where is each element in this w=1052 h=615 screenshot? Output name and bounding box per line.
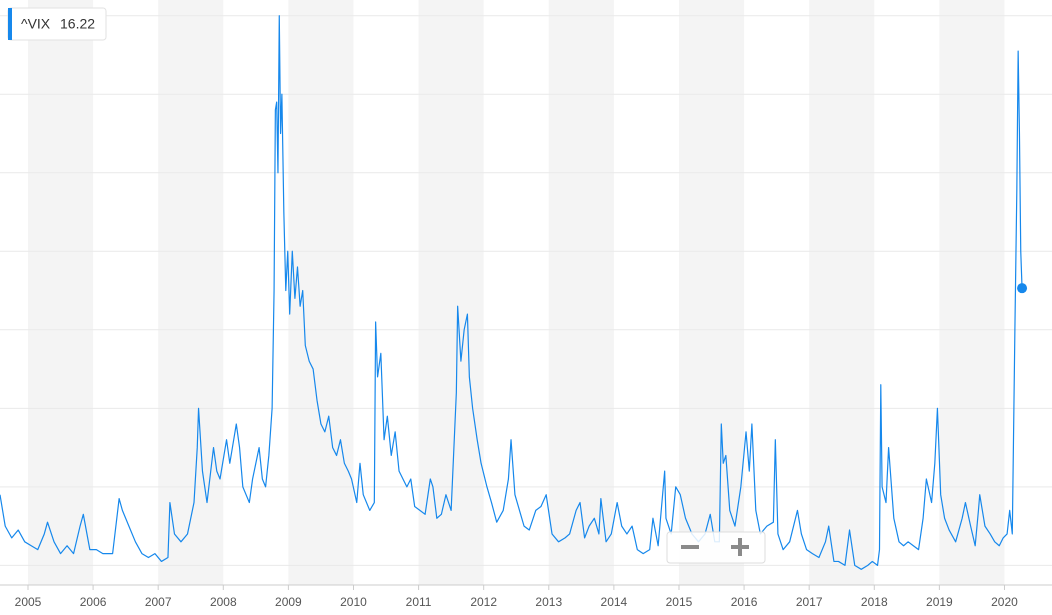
x-tick-label: 2014 <box>601 595 628 609</box>
year-band <box>158 0 224 585</box>
x-tick-label: 2015 <box>666 595 693 609</box>
plus-icon-v <box>738 538 742 556</box>
legend-name: ^VIX <box>21 16 51 32</box>
year-band <box>548 0 614 585</box>
year-bands <box>27 0 1005 585</box>
x-tick-label: 2010 <box>340 595 367 609</box>
x-tick-label: 2007 <box>145 595 172 609</box>
x-tick-label: 2011 <box>406 595 432 609</box>
zoom-in-button[interactable] <box>716 533 764 562</box>
x-tick-label: 2005 <box>15 595 42 609</box>
series-line <box>0 15 1023 570</box>
x-tick-label: 2018 <box>861 595 888 609</box>
x-tick-label: 2013 <box>535 595 562 609</box>
x-tick-label: 2012 <box>470 595 497 609</box>
legend: ^VIX 16.22 <box>7 7 107 41</box>
x-tick-label: 2009 <box>275 595 302 609</box>
year-band <box>939 0 1005 585</box>
year-band <box>27 0 94 585</box>
zoom-control <box>666 531 766 564</box>
plot <box>0 15 1028 570</box>
legend-value: 16.22 <box>60 16 95 32</box>
year-band <box>288 0 354 585</box>
x-tick-label: 2016 <box>731 595 758 609</box>
x-tick-label: 2006 <box>80 595 107 609</box>
minus-icon <box>681 545 699 549</box>
year-band <box>678 0 745 585</box>
year-band <box>809 0 875 585</box>
x-tick-label: 2008 <box>210 595 237 609</box>
last-point <box>1017 283 1028 294</box>
grid <box>0 15 1052 566</box>
x-tick-label: 2017 <box>796 595 823 609</box>
x-axis-ticks: 2005 2006 2007 2008 2009 2010 2011 2012 2013 2014… <box>15 585 1018 609</box>
x-tick-label: 2019 <box>926 595 953 609</box>
legend-swatch <box>8 8 12 40</box>
zoom-out-button[interactable] <box>668 533 716 562</box>
x-tick-label: 2020 <box>991 595 1018 609</box>
